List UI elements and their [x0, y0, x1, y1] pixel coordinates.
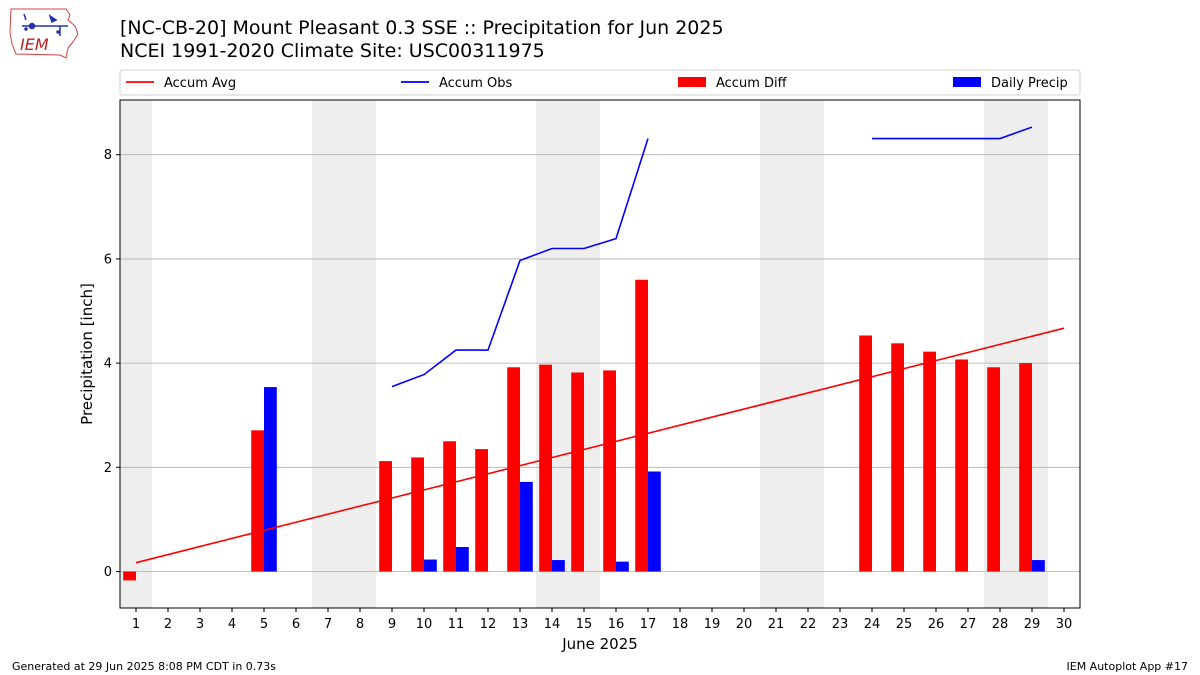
- x-tick-label: 22: [800, 617, 817, 632]
- x-axis-ticks: 1 2 3 4 5 6 7 8 9 10 11 12 13 14 15 16 17 18 19 20 21 22 23 24 2…: [132, 608, 1072, 632]
- legend: Accum Avg Accum Obs Accum Diff Daily Precip: [119, 69, 1081, 96]
- x-tick-label: 10: [416, 617, 433, 632]
- x-tick-label: 7: [324, 617, 332, 632]
- weekend-band-8: [344, 100, 376, 608]
- y-tick-label: 4: [104, 357, 112, 372]
- y-axis-ticks: 0 2 4 6 8: [104, 148, 120, 580]
- accum-diff-bar-day-28: [987, 367, 1000, 572]
- iem-logo: IEM: [9, 8, 79, 59]
- accum-diff-bar-day-25: [891, 343, 904, 572]
- y-tick-label: 8: [104, 148, 112, 163]
- bar-series: [123, 279, 1045, 581]
- x-tick-label: 21: [768, 617, 785, 632]
- chart-subtitle: NCEI 1991-2020 Climate Site: USC00311975: [120, 40, 545, 62]
- accum-obs-line-segment-1: [391, 138, 649, 388]
- accum-diff-bar-day-15: [571, 372, 584, 572]
- x-tick-label: 17: [640, 617, 657, 632]
- legend-label-accum-diff: Accum Diff: [716, 76, 788, 91]
- x-tick-label: 29: [1024, 617, 1041, 632]
- accum-diff-bar-day-13: [507, 367, 520, 572]
- daily-precip-bar-day-16: [616, 561, 629, 572]
- x-axis-label: June 2025: [561, 635, 638, 653]
- accum-diff-bar-day-10: [411, 457, 424, 572]
- daily-precip-bar-day-5: [264, 387, 277, 572]
- x-tick-label: 24: [864, 617, 881, 632]
- daily-precip-bar-day-29: [1032, 560, 1045, 572]
- x-tick-label: 4: [228, 617, 236, 632]
- accum-diff-bar-day-1: [123, 571, 136, 581]
- x-tick-label: 3: [196, 617, 204, 632]
- accum-diff-bar-day-26: [923, 351, 936, 572]
- x-tick-label: 8: [356, 617, 364, 632]
- legend-label-daily-precip: Daily Precip: [991, 76, 1068, 91]
- y-gridlines: [120, 154, 1080, 572]
- line-series: [135, 126, 1065, 564]
- plot-area-frame: [119, 99, 1081, 609]
- x-tick-label: 18: [672, 617, 689, 632]
- legend-frame: [119, 69, 1081, 96]
- legend-label-accum-avg: Accum Avg: [164, 76, 236, 91]
- accum-diff-bar-day-14: [539, 364, 552, 572]
- weekend-band-7: [312, 100, 344, 608]
- legend-swatch-accum-diff: [678, 77, 706, 87]
- generated-timestamp: Generated at 29 Jun 2025 8:08 PM CDT in …: [12, 660, 277, 673]
- accum-avg-line: [135, 327, 1065, 564]
- accum-diff-bar-day-27: [955, 359, 968, 572]
- accum-diff-bar-day-9: [379, 461, 392, 572]
- weekend-band-21: [760, 100, 792, 608]
- weather-instruments-icon: [22, 13, 68, 36]
- weekend-shading: [120, 100, 1048, 608]
- iowa-state-outline-icon: [9, 8, 79, 59]
- y-tick-label: 6: [104, 252, 112, 267]
- accum-diff-bar-day-11: [443, 441, 456, 572]
- weekend-band-22: [792, 100, 824, 608]
- daily-precip-bar-day-13: [520, 481, 533, 572]
- x-tick-label: 30: [1056, 617, 1073, 632]
- accum-diff-bar-day-29: [1019, 363, 1032, 572]
- x-tick-label: 6: [292, 617, 300, 632]
- x-tick-label: 27: [960, 617, 977, 632]
- x-tick-label: 26: [928, 617, 945, 632]
- x-tick-label: 1: [132, 617, 140, 632]
- x-tick-label: 28: [992, 617, 1009, 632]
- x-tick-label: 11: [448, 617, 465, 632]
- x-tick-label: 14: [544, 617, 561, 632]
- y-tick-label: 2: [104, 461, 112, 476]
- x-tick-label: 12: [480, 617, 497, 632]
- x-tick-label: 5: [260, 617, 268, 632]
- daily-precip-bar-day-14: [552, 560, 565, 572]
- logo-text: IEM: [20, 35, 49, 54]
- chart-title: [NC-CB-20] Mount Pleasant 0.3 SSE :: Pre…: [120, 17, 724, 39]
- x-tick-label: 15: [576, 617, 593, 632]
- daily-precip-bar-day-10: [424, 559, 437, 572]
- x-tick-label: 19: [704, 617, 721, 632]
- x-tick-label: 25: [896, 617, 913, 632]
- x-tick-label: 16: [608, 617, 625, 632]
- weekend-band-1: [120, 100, 152, 608]
- accum-diff-bar-day-24: [859, 335, 872, 572]
- x-tick-label: 23: [832, 617, 849, 632]
- accum-diff-bar-day-5: [251, 430, 264, 572]
- legend-swatch-daily-precip: [953, 77, 981, 87]
- accum-diff-bar-day-12: [475, 449, 488, 572]
- y-tick-label: 0: [104, 565, 112, 580]
- x-tick-label: 13: [512, 617, 529, 632]
- daily-precip-bar-day-17: [648, 471, 661, 572]
- legend-label-accum-obs: Accum Obs: [439, 76, 512, 91]
- x-tick-label: 20: [736, 617, 753, 632]
- x-tick-label: 9: [388, 617, 396, 632]
- x-tick-label: 2: [164, 617, 172, 632]
- accum-diff-bar-day-16: [603, 370, 616, 572]
- accum-obs-line-segment-2: [872, 126, 1033, 140]
- daily-precip-bar-day-11: [456, 547, 469, 572]
- app-label: IEM Autoplot App #17: [1066, 660, 1189, 673]
- y-axis-label: Precipitation [inch]: [78, 283, 96, 425]
- accum-diff-bar-day-17: [635, 279, 648, 572]
